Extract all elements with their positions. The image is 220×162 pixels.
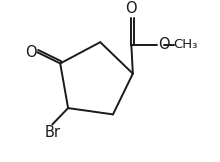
Text: Br: Br (44, 125, 60, 140)
Text: CH₃: CH₃ (174, 38, 198, 51)
Text: O: O (126, 1, 137, 16)
Text: O: O (158, 37, 170, 52)
Text: O: O (25, 45, 36, 60)
